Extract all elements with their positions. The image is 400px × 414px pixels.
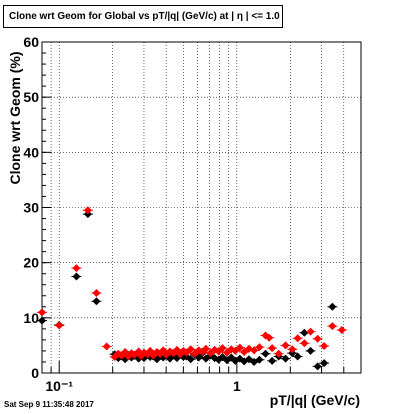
data-series xyxy=(37,206,347,371)
data-point xyxy=(38,308,46,317)
data-point xyxy=(55,321,64,330)
data-point xyxy=(306,327,315,336)
data-point xyxy=(328,322,337,331)
data-point xyxy=(274,349,283,358)
y-tick-label: 10 xyxy=(23,310,39,326)
y-tick-label: 50 xyxy=(23,89,39,105)
series-2 xyxy=(37,206,347,362)
data-point xyxy=(268,344,277,353)
data-point xyxy=(265,333,274,342)
data-point xyxy=(288,345,297,354)
data-point xyxy=(240,348,249,357)
data-point xyxy=(92,289,101,298)
data-point xyxy=(261,349,270,358)
data-point xyxy=(281,341,290,350)
data-point xyxy=(293,334,302,343)
grid xyxy=(42,42,361,373)
data-point xyxy=(102,342,111,351)
data-point xyxy=(255,355,264,364)
y-axis-label: Clone wrt Geom (%) xyxy=(7,51,23,184)
y-tick-label: 30 xyxy=(23,200,39,216)
data-point xyxy=(281,354,290,363)
axes: 0 10 20 30 40 50 60 10⁻¹ 1 xyxy=(23,34,362,394)
data-point xyxy=(186,345,195,354)
data-point xyxy=(300,328,309,337)
data-point xyxy=(255,343,264,352)
data-point xyxy=(235,343,244,352)
data-point xyxy=(268,356,277,365)
x-tick-label: 10⁻¹ xyxy=(45,378,73,394)
y-tick-label: 40 xyxy=(23,144,39,160)
data-point xyxy=(300,339,309,348)
data-point xyxy=(92,297,101,306)
y-tick-label: 60 xyxy=(23,34,39,50)
data-point xyxy=(250,346,259,355)
data-point xyxy=(306,346,315,355)
y-tick-label: 0 xyxy=(31,365,39,381)
data-point xyxy=(72,272,81,281)
data-point xyxy=(38,316,46,325)
data-point xyxy=(313,362,322,371)
data-point xyxy=(72,264,81,273)
data-point xyxy=(320,341,329,350)
datestamp: Sat Sep 9 11:35:48 2017 xyxy=(4,400,94,409)
data-point xyxy=(201,344,210,353)
x-tick-label: 1 xyxy=(233,378,241,394)
data-point xyxy=(293,352,302,361)
data-point xyxy=(313,334,322,343)
data-point xyxy=(250,357,259,366)
data-point xyxy=(320,359,329,368)
data-point xyxy=(328,302,337,311)
data-point xyxy=(337,325,346,334)
x-axis-label: pT/|q| (GeV/c) xyxy=(270,392,360,408)
data-point xyxy=(83,206,92,215)
data-point xyxy=(218,344,227,353)
y-tick-label: 20 xyxy=(23,255,39,271)
chart-title: Clone wrt Geom for Global vs pT/|q| (GeV… xyxy=(3,5,283,28)
data-point xyxy=(186,355,195,364)
